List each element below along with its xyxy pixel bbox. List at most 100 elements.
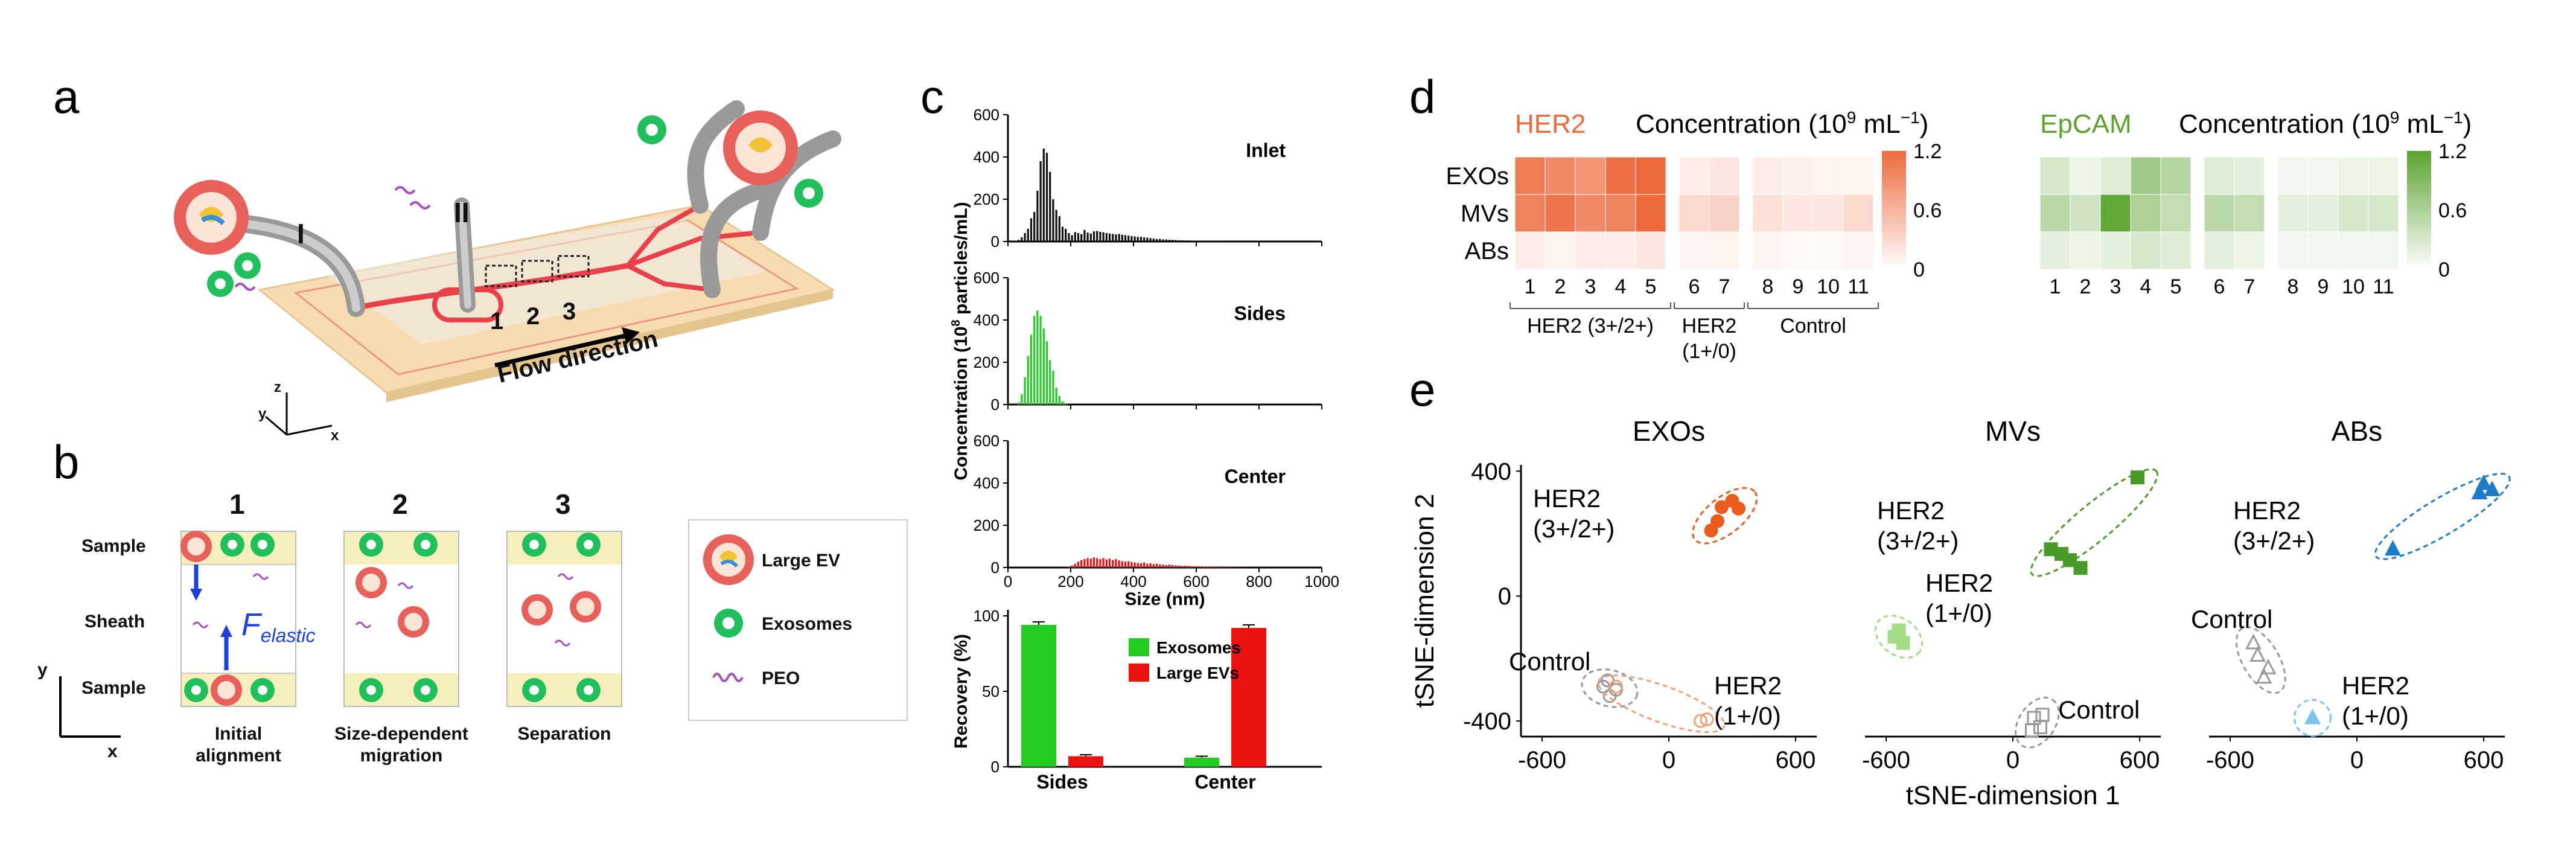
recovery-y-tick-label: 100 bbox=[974, 607, 999, 625]
hist-bar-inlet bbox=[1108, 233, 1111, 242]
hist-bar-center bbox=[1215, 566, 1217, 568]
heatmap-cell bbox=[2234, 156, 2265, 195]
hist-bar-inlet bbox=[1083, 229, 1086, 242]
hist-y-tick-label: 400 bbox=[974, 311, 999, 329]
hist-bar-inlet bbox=[1115, 234, 1117, 242]
tsne-group-label-line2: (1+/0) bbox=[1714, 702, 1781, 730]
hist-bar-center bbox=[1225, 567, 1227, 568]
heatmap-cell bbox=[1514, 156, 1546, 195]
heatmap-cell bbox=[1679, 156, 1710, 195]
legend-exosomes: Exosomes bbox=[762, 614, 853, 634]
tsne-group-label: HER2 bbox=[1877, 496, 1945, 525]
heatmap-column-label: 1 bbox=[2050, 275, 2061, 298]
hist-bar-inlet bbox=[1071, 235, 1073, 242]
hist-bar-center bbox=[1202, 566, 1205, 568]
group-label: HER2 bbox=[1682, 315, 1737, 338]
recovery-y-tick-label: 50 bbox=[982, 682, 999, 700]
tsne-group-label-line2: (1+/0) bbox=[2342, 702, 2409, 730]
panel-a-device-illustration bbox=[174, 100, 841, 436]
heatmap-cell bbox=[1635, 156, 1666, 195]
tsne-group-label: HER2 bbox=[2233, 496, 2301, 525]
hist-bar-inlet bbox=[1105, 233, 1108, 242]
tsne-cluster-ellipse bbox=[1874, 615, 1924, 659]
large-ev-icon bbox=[174, 180, 249, 255]
hist-bar-sides bbox=[1045, 341, 1048, 405]
hist-bar-center bbox=[1112, 560, 1114, 568]
axis-y-label: y bbox=[258, 406, 267, 422]
heatmap-row-label: ABs bbox=[1465, 238, 1509, 264]
heatmap-column-label: 7 bbox=[1719, 275, 1730, 298]
heatmap-cell bbox=[1514, 194, 1546, 232]
tsne-cluster-ellipse bbox=[1597, 674, 1726, 734]
hist-bar-center bbox=[1092, 557, 1095, 568]
hist-y-tick-label: 400 bbox=[974, 148, 999, 166]
step-2-label: 2 bbox=[392, 488, 408, 520]
hist-bar-center bbox=[1171, 565, 1174, 568]
hist-panel-title: Sides bbox=[1234, 302, 1286, 324]
hist-bar-inlet bbox=[1089, 233, 1092, 242]
tsne-point bbox=[2025, 723, 2039, 738]
hist-bar-inlet bbox=[1021, 237, 1023, 242]
heatmap-cell bbox=[2204, 156, 2235, 195]
hist-bar-inlet bbox=[1171, 240, 1174, 242]
hist-bar-inlet bbox=[1055, 210, 1057, 242]
tsne-cluster-ellipse bbox=[2015, 696, 2060, 749]
panel-b-axes bbox=[59, 676, 121, 738]
heatmap-cell bbox=[1545, 231, 1576, 270]
elastic-force-label: Felastic bbox=[241, 607, 315, 647]
heatmap-cell bbox=[2160, 194, 2192, 232]
hist-bar-inlet bbox=[1162, 239, 1164, 242]
heatmap-cell bbox=[2338, 156, 2369, 195]
hist-bar-inlet bbox=[1199, 240, 1202, 242]
hist-bar-center bbox=[1187, 566, 1190, 568]
hist-bar-inlet bbox=[1193, 240, 1196, 242]
tsne-point bbox=[1704, 523, 1718, 538]
tsne-point bbox=[2063, 553, 2077, 568]
hist-bar-inlet bbox=[1127, 235, 1130, 242]
tsne-group-label: HER2 bbox=[2342, 671, 2409, 700]
tsne-point bbox=[2035, 708, 2050, 722]
heatmap-cell bbox=[2307, 231, 2339, 270]
legend-large-ev: Large EV bbox=[762, 551, 841, 571]
hist-bar-inlet bbox=[1018, 240, 1020, 242]
heatmap-colorbar bbox=[2407, 151, 2431, 269]
heatmap-column-label: 3 bbox=[2110, 275, 2122, 298]
hist-bar-inlet bbox=[1152, 238, 1155, 242]
hist-bar-center bbox=[1149, 563, 1152, 568]
panel-d-heatmaps: HER2 Concentration (109 mL−1)1 2 3 4 5 6 7 8 9 10 1… bbox=[1446, 108, 2472, 363]
tsne-x-tick-label: 600 bbox=[2120, 747, 2160, 773]
hist-bar-sides bbox=[1049, 360, 1051, 405]
hist-bar-inlet bbox=[1118, 234, 1120, 242]
heatmap-cell bbox=[2277, 194, 2309, 232]
hist-bar-inlet bbox=[1052, 199, 1054, 242]
tsne-cluster-ellipse bbox=[2030, 468, 2159, 577]
hist-bar-center bbox=[1080, 560, 1083, 568]
heatmap-column-label: 7 bbox=[2244, 275, 2256, 298]
hist-bar-center bbox=[1162, 565, 1164, 568]
hist-bar-center bbox=[1155, 563, 1158, 568]
heatmap-cell bbox=[2204, 194, 2235, 232]
hist-bar-inlet bbox=[1030, 218, 1033, 242]
tsne-x-tick-label: 600 bbox=[1776, 747, 1816, 773]
hist-y-tick-label: 600 bbox=[974, 269, 999, 287]
heatmap-cell bbox=[1709, 231, 1740, 270]
heatmap-cell bbox=[2368, 231, 2399, 270]
tsne-point bbox=[2245, 633, 2262, 650]
hist-bar-center bbox=[1175, 565, 1177, 568]
hist-bar-inlet bbox=[1077, 233, 1080, 242]
tsne-x-tick-label: 0 bbox=[2350, 747, 2364, 773]
heatmap-cell bbox=[2070, 231, 2101, 270]
heatmap-column-label: 6 bbox=[2214, 275, 2225, 298]
heatmap-concentration-title: Concentration (109 mL−1) bbox=[1636, 108, 1928, 139]
heatmap-cell bbox=[2368, 156, 2399, 195]
hist-bar-center bbox=[1086, 558, 1089, 568]
step-1-caption-line1: Initial bbox=[214, 724, 263, 744]
hist-bar-sides bbox=[1058, 396, 1060, 405]
heatmap-cell bbox=[1782, 156, 1814, 195]
hist-bar-sides bbox=[1027, 356, 1029, 405]
hist-bar-center bbox=[1124, 562, 1127, 568]
tsne-point bbox=[1732, 501, 1745, 516]
panel-label-c: c bbox=[920, 70, 944, 123]
hist-bar-sides bbox=[1018, 402, 1020, 405]
hist-bar-sides bbox=[1024, 377, 1026, 405]
